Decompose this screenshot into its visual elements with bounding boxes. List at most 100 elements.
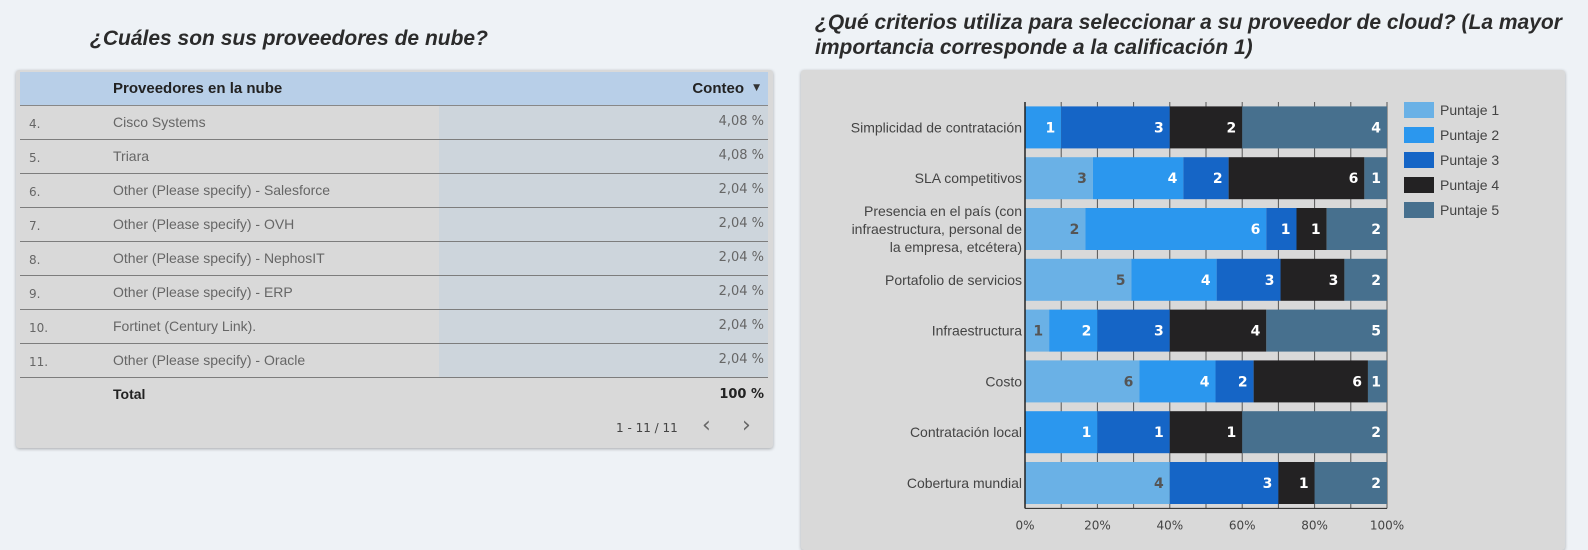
- y-tick-label: SLA competitivos: [915, 170, 1022, 186]
- stacked-bar-chart: 0132434261261125433212345642610111240312…: [851, 102, 1499, 532]
- row-count-value: 4,08 %: [718, 114, 764, 129]
- right-chart-title: ¿Qué criterios utiliza para seleccionar …: [815, 11, 1562, 59]
- bar-segment: [1266, 208, 1297, 250]
- table-row[interactable]: 6. Other (Please specify) - Salesforce 2,0…: [20, 174, 768, 208]
- column-header-providers[interactable]: Proveedores en la nube: [113, 80, 283, 97]
- data-label: 3: [1154, 120, 1164, 136]
- bar-segment: [1061, 106, 1170, 149]
- data-label: 1: [1299, 476, 1309, 492]
- legend-entry: Puntaje 5: [1440, 202, 1499, 218]
- y-tick-label: Portafolio de servicios: [885, 272, 1022, 288]
- row-count-value: 2,04 %: [718, 284, 764, 299]
- data-label: 1: [1371, 171, 1381, 187]
- row-index: 4.: [29, 117, 41, 131]
- bar-segment: [1025, 106, 1062, 149]
- bar-segment: [1169, 106, 1243, 149]
- legend-entry: Puntaje 2: [1440, 127, 1499, 143]
- row-provider-name: Triara: [113, 148, 150, 164]
- table-row[interactable]: 10. Fortinet (Century Link). 2,04 %: [20, 310, 768, 344]
- table-row[interactable]: 11. Other (Please specify) - Oracle 2,04 %: [20, 344, 768, 378]
- providers-table-card: Proveedores en la nube Conteo ▼ 4. Cisco …: [16, 70, 773, 448]
- legend-entry: Puntaje 1: [1440, 102, 1499, 118]
- data-label: 4: [1371, 120, 1381, 136]
- data-label: 1: [1082, 425, 1092, 441]
- row-index: 6.: [29, 185, 41, 199]
- data-label: 4: [1201, 273, 1211, 289]
- table-row[interactable]: 7. Other (Please specify) - OVH 2,04 %: [20, 208, 768, 242]
- chevron-right-icon[interactable]: ›: [742, 413, 751, 438]
- row-index: 11.: [29, 355, 49, 369]
- bar-segment: [1131, 258, 1217, 301]
- data-label: 6: [1124, 374, 1134, 390]
- y-tick-label: Presencia en el país (con infraestructura…: [852, 203, 1023, 255]
- row-provider-name: Fortinet (Century Link).: [113, 318, 257, 334]
- row-provider-name: Other (Please specify) - Salesforce: [113, 182, 331, 198]
- x-tick-label: 40%: [1156, 518, 1183, 532]
- sort-descending-icon[interactable]: ▼: [753, 83, 760, 93]
- table-row[interactable]: 8. Other (Please specify) - NephosIT 2,04 …: [20, 242, 768, 276]
- total-label: Total: [113, 386, 146, 402]
- bar-segment: [1025, 157, 1093, 200]
- data-label: 2: [1226, 120, 1236, 136]
- bar-segment: [1242, 411, 1387, 454]
- bar-segment: [1097, 411, 1170, 454]
- bar-segment: [1280, 258, 1345, 301]
- bar-segment: [1025, 462, 1170, 504]
- row-provider-name: Other (Please specify) - OVH: [113, 216, 295, 232]
- row-provider-name: Other (Please specify) - ERP: [113, 284, 293, 300]
- bar-segment: [1183, 157, 1229, 200]
- x-tick-label: 60%: [1229, 518, 1256, 532]
- data-label: 2: [1371, 476, 1381, 492]
- column-header-count[interactable]: Conteo: [692, 80, 744, 97]
- bar-segment: [1025, 411, 1098, 454]
- row-count-value: 2,04 %: [718, 216, 764, 231]
- bar-segment: [1139, 360, 1216, 403]
- bar-segment: [1169, 309, 1267, 352]
- data-label: 1: [1311, 222, 1321, 238]
- data-label: 4: [1168, 171, 1178, 187]
- bar-segment: [1367, 360, 1387, 403]
- bar-segment: [1364, 157, 1387, 200]
- table-header: Proveedores en la nube Conteo ▼: [20, 72, 768, 106]
- data-label: 1: [1045, 120, 1055, 136]
- bar-segment: [1278, 462, 1315, 504]
- data-label: 2: [1371, 425, 1381, 441]
- row-index: 7.: [29, 219, 41, 233]
- bar-segment: [1266, 309, 1387, 352]
- bar-segment: [1314, 462, 1387, 504]
- bar-segment: [1169, 411, 1243, 454]
- table-row[interactable]: 9. Other (Please specify) - ERP 2,04 %: [20, 276, 768, 310]
- y-tick-label: Contratación local: [910, 424, 1022, 440]
- bar-segment: [1344, 258, 1387, 301]
- bar-segment: [1215, 360, 1254, 403]
- data-label: 1: [1033, 324, 1043, 340]
- data-label: 6: [1349, 171, 1359, 187]
- bar-segment: [1092, 157, 1184, 200]
- data-label: 2: [1371, 222, 1381, 238]
- x-tick-label: 100%: [1370, 518, 1404, 532]
- row-index: 5.: [29, 151, 41, 165]
- legend-swatch: [1404, 127, 1434, 143]
- y-tick-label: Costo: [985, 373, 1022, 389]
- data-label: 4: [1251, 324, 1261, 340]
- row-count-value: 2,04 %: [718, 250, 764, 265]
- data-label: 6: [1352, 374, 1362, 390]
- bar-segment: [1326, 208, 1387, 250]
- row-index: 10.: [29, 321, 49, 335]
- data-label: 2: [1238, 374, 1248, 390]
- data-label: 2: [1213, 171, 1223, 187]
- bar-segment: [1253, 360, 1368, 403]
- legend-swatch: [1404, 152, 1434, 168]
- table-row[interactable]: 4. Cisco Systems 4,08 %: [20, 106, 768, 140]
- bar-segment: [1025, 258, 1132, 301]
- row-count-value: 2,04 %: [718, 352, 764, 367]
- row-count-value: 2,04 %: [718, 182, 764, 197]
- bar-segment: [1085, 208, 1267, 250]
- total-value: 100 %: [719, 387, 764, 402]
- row-provider-name: Other (Please specify) - Oracle: [113, 352, 306, 368]
- bar-segment: [1216, 258, 1281, 301]
- chevron-left-icon[interactable]: ‹: [702, 413, 711, 438]
- legend-swatch: [1404, 102, 1434, 118]
- table-row[interactable]: 5. Triara 4,08 %: [20, 140, 768, 174]
- data-label: 3: [1263, 476, 1273, 492]
